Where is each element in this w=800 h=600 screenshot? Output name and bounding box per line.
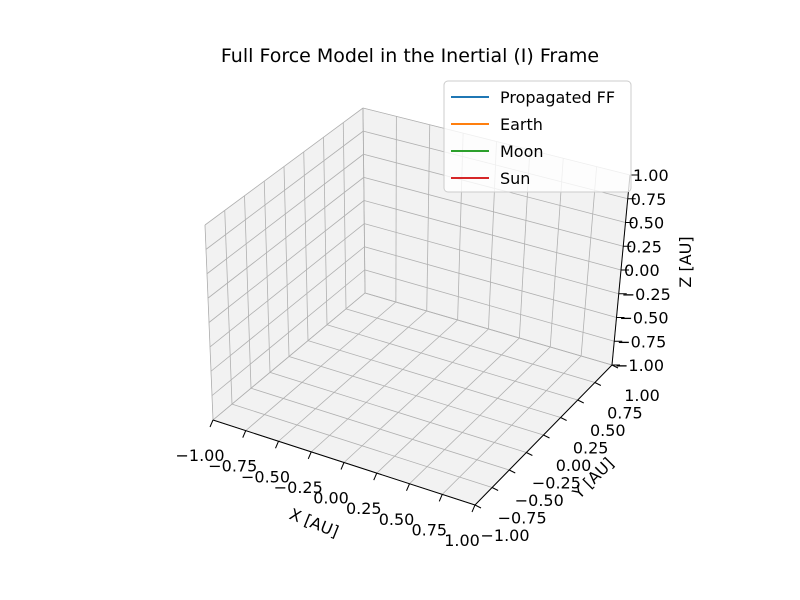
z-tick-label: 1.00 bbox=[633, 166, 669, 185]
grid-line-y bbox=[307, 340, 561, 418]
y-tick-label: 0.00 bbox=[556, 456, 592, 475]
x-tick-label: 0.25 bbox=[346, 499, 382, 518]
z-tick-labels: −1.00 −0.75 −0.50 −0.25 0.00 0.25 0.50 0.75 1.00 bbox=[615, 166, 671, 375]
x-tick bbox=[406, 483, 410, 491]
grid-line-y bbox=[326, 324, 578, 401]
y-tick-label: 1.00 bbox=[624, 386, 660, 405]
legend-box bbox=[443, 80, 632, 193]
z-tick-label: 0.25 bbox=[626, 237, 662, 256]
grid-line-y bbox=[362, 107, 366, 294]
y-tick-label: −0.50 bbox=[515, 491, 564, 510]
x-tick-label: −0.25 bbox=[274, 478, 323, 497]
x-tick-label: −0.75 bbox=[208, 457, 257, 476]
legend-label: Earth bbox=[500, 115, 543, 134]
z-tick-label: −1.00 bbox=[615, 356, 664, 375]
legend-entries: Propagated FF Earth Moon Sun bbox=[451, 88, 615, 188]
chart-title: Full Force Model in the Inertial (I) Fra… bbox=[221, 45, 599, 67]
y-tick-label: 0.25 bbox=[573, 439, 609, 458]
x-tick bbox=[373, 472, 378, 481]
z-axis-label: Z [AU] bbox=[676, 236, 695, 287]
x-tick bbox=[438, 494, 443, 502]
legend-label: Sun bbox=[500, 169, 530, 188]
x-tick bbox=[307, 451, 312, 460]
y-tick bbox=[509, 469, 516, 474]
y-tick-label: 0.75 bbox=[607, 404, 643, 423]
x-tick-label: −1.00 bbox=[175, 446, 224, 465]
x-tick bbox=[242, 430, 247, 438]
grid-line-x bbox=[441, 355, 582, 495]
y-tick bbox=[543, 434, 550, 439]
grid-line-y bbox=[364, 292, 613, 366]
grid-line-z bbox=[206, 153, 364, 275]
x-tick-label: −0.50 bbox=[241, 467, 290, 486]
y-tick bbox=[474, 504, 482, 509]
legend: Propagated FF Earth Moon Sun bbox=[443, 80, 632, 193]
z-tick-label: −0.25 bbox=[622, 285, 671, 304]
grid-line-y bbox=[342, 122, 347, 309]
y-tick-label: −0.75 bbox=[498, 509, 547, 528]
y-tick-label: −1.00 bbox=[480, 526, 529, 545]
legend-label: Moon bbox=[500, 142, 544, 161]
grid-line-z bbox=[207, 177, 364, 299]
x-tick-labels: −1.00−0.75−0.50−0.250.000.250.500.751.00 bbox=[175, 446, 479, 550]
y-tick bbox=[491, 487, 499, 491]
x-tick-label: 0.00 bbox=[313, 489, 349, 508]
x-tick-label: 1.00 bbox=[444, 531, 480, 550]
x-tick bbox=[340, 462, 345, 470]
grid-line-y bbox=[345, 308, 595, 383]
grid-line-z bbox=[208, 200, 365, 323]
grid-line-z bbox=[363, 200, 622, 271]
grid-line-x bbox=[376, 337, 520, 474]
x-tick bbox=[209, 419, 214, 428]
grid-line-z bbox=[363, 176, 624, 247]
x-tick-label: 0.50 bbox=[379, 510, 415, 529]
y-tick bbox=[560, 417, 567, 421]
grid-line-y bbox=[303, 151, 309, 341]
z-tick-label: 0.75 bbox=[631, 190, 667, 209]
y-tick bbox=[526, 452, 533, 456]
grid-line-z bbox=[204, 107, 364, 226]
y-tick-label: −0.25 bbox=[532, 474, 581, 493]
y-tick-labels: −1.00−0.75−0.50−0.250.000.250.500.751.00 bbox=[480, 386, 659, 545]
x-tick bbox=[275, 441, 279, 449]
grid-line-y bbox=[323, 137, 328, 325]
z-tick-label: 0.50 bbox=[629, 214, 665, 233]
legend-label: Propagated FF bbox=[500, 88, 615, 107]
y-tick bbox=[577, 399, 584, 404]
y-tick bbox=[594, 382, 602, 386]
x-tick-label: 0.75 bbox=[411, 520, 447, 539]
grid-line-z bbox=[205, 130, 364, 250]
z-tick-label: −0.75 bbox=[617, 332, 666, 351]
grid-line-y bbox=[288, 356, 544, 436]
y-tick-label: 0.50 bbox=[590, 421, 626, 440]
z-tick-label: −0.50 bbox=[620, 309, 669, 328]
grid-line-x bbox=[580, 166, 598, 357]
grid-line-x bbox=[409, 346, 551, 485]
z-tick-label: 0.00 bbox=[624, 261, 660, 280]
axis-lines bbox=[209, 174, 638, 513]
x-tick bbox=[471, 504, 476, 513]
